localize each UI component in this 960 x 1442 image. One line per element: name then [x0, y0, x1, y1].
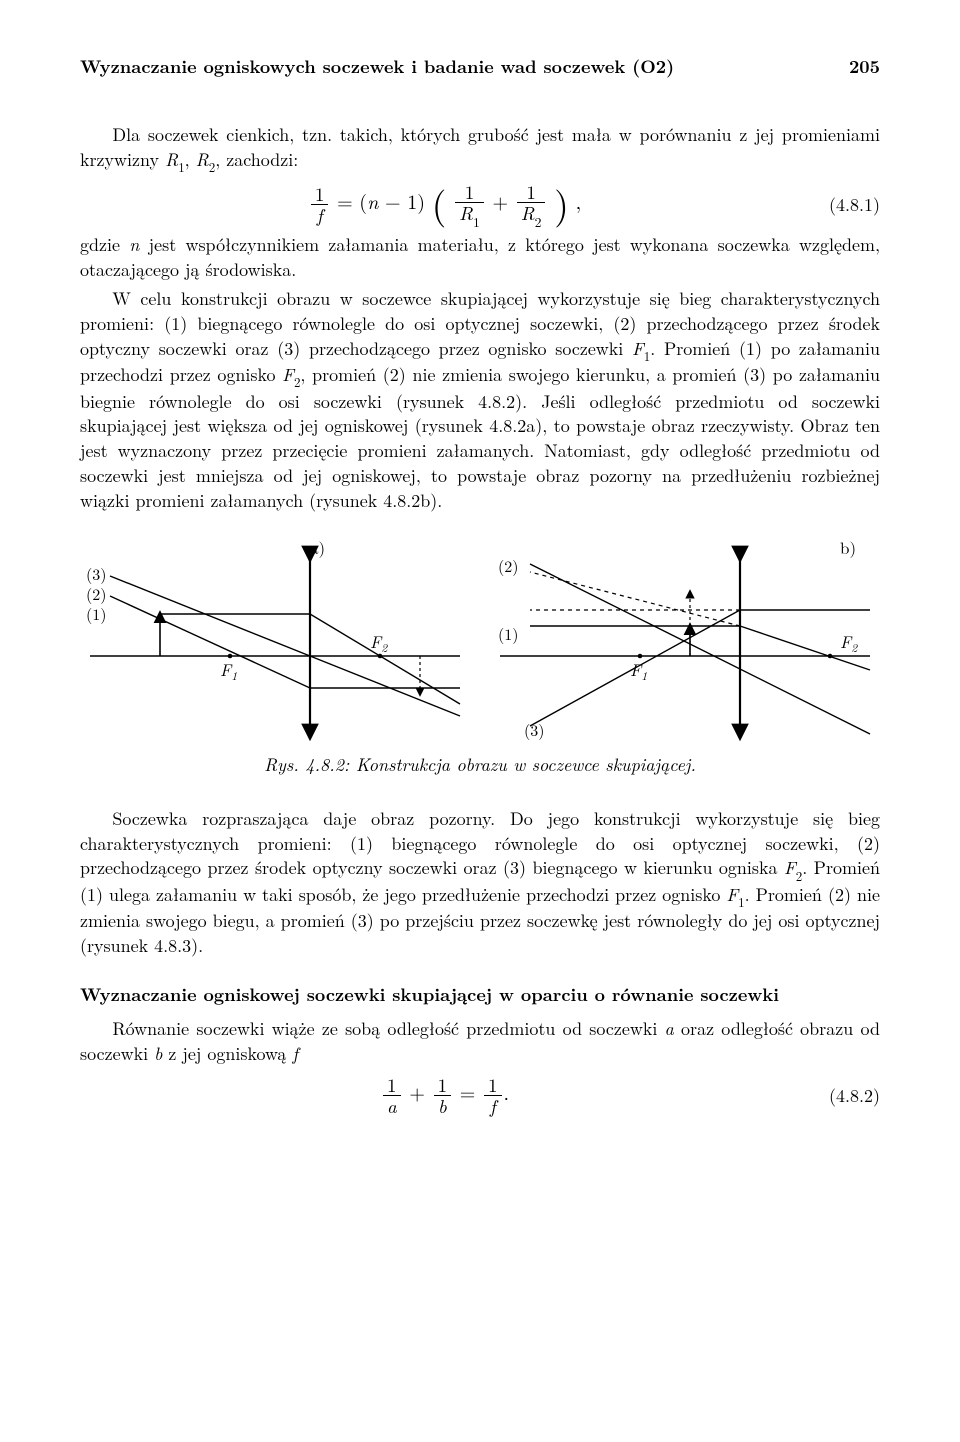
den-R2: R2	[517, 203, 546, 227]
lparen: (	[432, 176, 447, 230]
sym-R2-sub: 2	[209, 157, 215, 176]
figure-row: a) (3) (2) (1) F1 F2	[80, 536, 880, 746]
eq-body: 1 f = (n − 1) ( 1 R1 + 1 R2 ) ,	[80, 182, 810, 227]
frac-1-R2: 1 R2	[517, 182, 546, 227]
p4a: Soczewka rozpraszająca daje obraz pozorn…	[80, 806, 880, 881]
p5a: Równanie soczewki wiąże ze sobą odległoś…	[112, 1016, 664, 1041]
den-R1: R1	[455, 203, 484, 227]
p3-F2s: 2	[294, 372, 300, 391]
fig-a-ray1: (1)	[86, 602, 106, 625]
eq-comma: ,	[576, 186, 582, 215]
sym-n: n	[367, 186, 378, 215]
paragraph-5: Równanie soczewki wiąże ze sobą odległoś…	[80, 1017, 880, 1067]
eq2-plus: +	[409, 1077, 431, 1106]
paragraph-2: gdzie n jest współczynnikiem załamania m…	[80, 233, 880, 283]
fig-b-label: b)	[840, 536, 856, 559]
page-container: Wyznaczanie ogniskowych soczewek i badan…	[0, 0, 960, 1182]
p5c: z jej ogniskową	[162, 1041, 292, 1066]
fig-b-ray2: (2)	[498, 554, 518, 577]
p1-tail: , zachodzi:	[215, 147, 298, 172]
figure-b: (2) (1) (3) b) F1 F2	[490, 536, 880, 746]
header-title: Wyznaczanie ogniskowych soczewek i badan…	[80, 54, 674, 79]
p4-F1: F	[726, 882, 738, 907]
eq2-body: 1 a + 1 b = 1 f .	[80, 1075, 810, 1116]
fig-a-inc3	[110, 596, 310, 688]
p3-F1s: 1	[644, 346, 650, 365]
p2-n: n	[129, 232, 139, 257]
fig-b-ray3: (3)	[524, 718, 544, 741]
sym-R2: R	[196, 147, 209, 172]
frac-1-f2: 1 f	[484, 1075, 502, 1116]
frac-1-f: 1 f	[311, 184, 329, 225]
p2a: gdzie	[80, 232, 129, 257]
header-page-number: 205	[849, 54, 880, 79]
eq-tag-481: (4.8.1)	[810, 192, 880, 217]
fig-a-ref1	[310, 614, 460, 704]
fig-a-F1: F1	[220, 657, 237, 684]
fig-b-ray1: (1)	[498, 622, 518, 645]
p5-f: f	[292, 1041, 298, 1066]
den-f: f	[311, 205, 329, 225]
eq2-dot: .	[504, 1077, 510, 1106]
fig-a-label: a)	[310, 536, 325, 559]
sym-R1: R	[165, 147, 178, 172]
sym-R1-sub: 1	[178, 157, 184, 176]
section-heading: Wyznaczanie ogniskowej soczewki skupiają…	[80, 983, 880, 1007]
p5-a: a	[665, 1016, 674, 1041]
rparen: )	[554, 176, 569, 230]
p3-F1: F	[632, 336, 644, 361]
equation-4-8-2: 1 a + 1 b = 1 f . (4.8.2)	[80, 1075, 880, 1116]
fig-b-inc3	[530, 610, 740, 726]
p4-F2: F	[784, 855, 796, 880]
fig-a-ref2	[310, 656, 460, 716]
fig-b-ray2-line	[530, 564, 870, 734]
eq-tag-482: (4.8.2)	[810, 1083, 880, 1108]
plus: +	[492, 186, 514, 215]
paragraph-4: Soczewka rozpraszająca daje obraz pozorn…	[80, 807, 880, 959]
figure-a: a) (3) (2) (1) F1 F2	[80, 536, 470, 746]
frac-1-R1: 1 R1	[455, 182, 484, 227]
frac-1-a: 1 a	[383, 1075, 401, 1116]
paragraph-3: W celu konstrukcji obrazu w soczewce sku…	[80, 287, 880, 514]
frac-1-b: 1 b	[434, 1075, 452, 1116]
p4-F1s: 1	[738, 892, 744, 911]
fig-b-F1: F1	[630, 657, 647, 684]
paragraph-1: Dla soczewek cienkich, tzn. takich, któr…	[80, 123, 880, 174]
eq-mid: = (n − 1)	[337, 186, 432, 215]
fig-b-ext1	[530, 572, 740, 626]
fig-b-F2: F2	[840, 629, 858, 656]
eq2-eq: =	[460, 1077, 482, 1106]
p4-F2s: 2	[796, 866, 802, 885]
running-header: Wyznaczanie ogniskowych soczewek i badan…	[80, 54, 880, 79]
figure-caption: Rys. 4.8.2: Konstrukcja obrazu w soczewc…	[80, 752, 880, 777]
fig-a-inc2	[110, 576, 310, 656]
p2b: jest współczynnikiem załamania materiału…	[80, 232, 880, 282]
p3-F2: F	[282, 362, 294, 387]
equation-4-8-1: 1 f = (n − 1) ( 1 R1 + 1 R2 ) , (4.8.1)	[80, 182, 880, 227]
